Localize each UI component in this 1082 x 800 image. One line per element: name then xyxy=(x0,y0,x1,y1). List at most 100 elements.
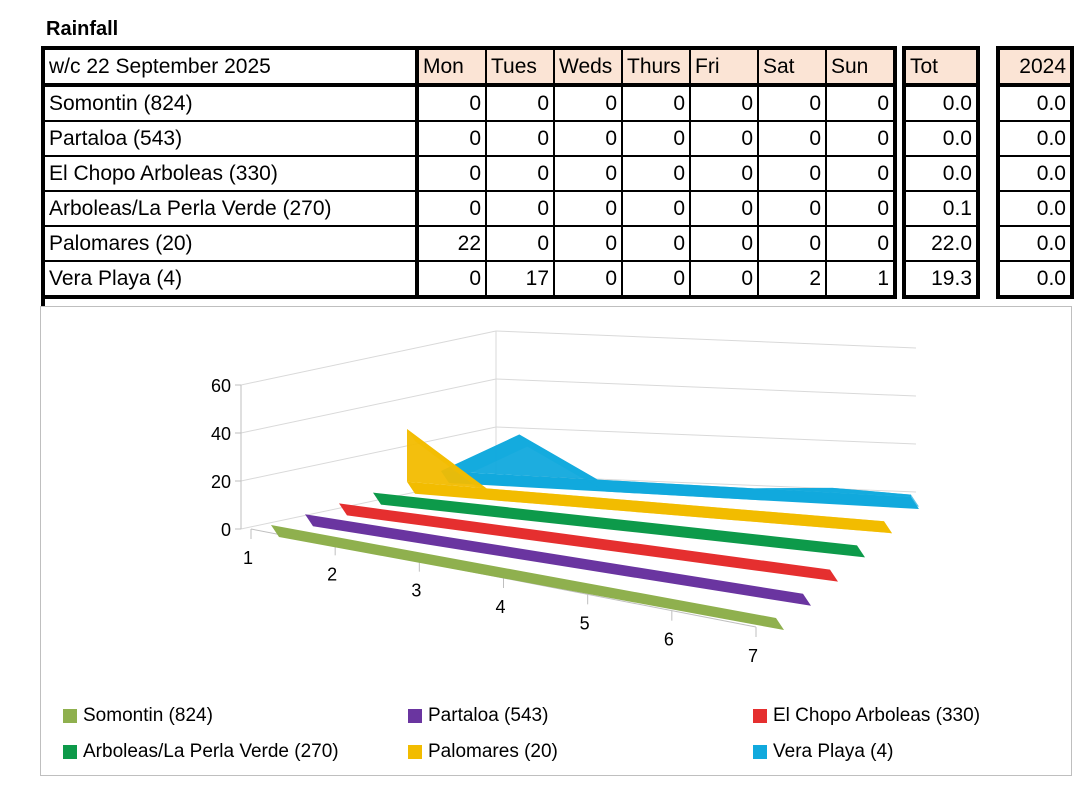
grid-line xyxy=(240,330,497,386)
rain-value: 0 xyxy=(621,260,691,299)
day-header: Sat xyxy=(757,46,827,87)
series-area-side xyxy=(441,434,919,507)
year-2024-value: 0.0 xyxy=(996,84,1074,122)
series-floor-band xyxy=(271,525,784,630)
station-name: Palomares (20) xyxy=(41,225,419,262)
station-name: Arboleas/La Perla Verde (270) xyxy=(41,190,419,227)
day-header: Mon xyxy=(416,46,487,87)
x-tick-label: 2 xyxy=(327,564,337,584)
chart-plot-area: 0 20 40 60 1 2 3 4 5 6 7 xyxy=(211,330,919,666)
legend-item: Partaloa (543) xyxy=(408,705,548,727)
rain-value: 0 xyxy=(757,120,827,157)
rain-value: 0 xyxy=(689,84,759,122)
table-row: Partaloa (543) 0 0 0 0 0 0 0 xyxy=(41,120,897,157)
grid-line xyxy=(240,426,497,482)
rain-value: 0 xyxy=(621,155,691,192)
rain-value: 0 xyxy=(485,120,555,157)
legend-swatch xyxy=(408,709,422,723)
year-header: 2024 xyxy=(996,46,1074,87)
year-2024-table: 2024 0.0 0.0 0.0 0.0 0.0 0.0 xyxy=(996,46,1074,299)
rain-value: 0 xyxy=(416,260,487,299)
x-tick-label: 6 xyxy=(664,630,674,650)
rain-value: 0 xyxy=(621,225,691,262)
total-table: Tot 0.0 0.0 0.0 0.1 22.0 19.3 xyxy=(902,46,980,299)
rain-value: 22 xyxy=(416,225,487,262)
legend-item: Arboleas/La Perla Verde (270) xyxy=(63,741,339,763)
legend-label: Palomares (20) xyxy=(428,741,558,762)
legend-label: Partaloa (543) xyxy=(428,705,549,726)
station-name: El Chopo Arboleas (330) xyxy=(41,155,419,192)
x-tick-label: 3 xyxy=(411,581,421,601)
rain-value: 0 xyxy=(689,155,759,192)
rainfall-chart: 0 20 40 60 1 2 3 4 5 6 7 Somontin (824) Partaloa (5… xyxy=(40,306,1072,776)
y-tick-label: 60 xyxy=(211,376,231,396)
table-row: Vera Playa (4) 0 17 0 0 0 2 1 xyxy=(41,260,897,299)
day-header: Tues xyxy=(485,46,555,87)
legend-swatch xyxy=(753,745,767,759)
total-value: 19.3 xyxy=(902,260,980,299)
legend-item: Vera Playa (4) xyxy=(753,741,893,763)
rain-value: 0 xyxy=(689,225,759,262)
rain-value: 0 xyxy=(416,120,487,157)
rain-value: 0 xyxy=(553,190,623,227)
rain-value: 0 xyxy=(825,155,897,192)
rain-value: 17 xyxy=(485,260,555,299)
rain-value: 0 xyxy=(825,84,897,122)
station-name: Somontin (824) xyxy=(41,84,419,122)
page-title: Rainfall xyxy=(46,18,119,40)
total-value: 0.0 xyxy=(902,155,980,192)
rain-value: 0 xyxy=(757,190,827,227)
legend-swatch xyxy=(63,709,77,723)
legend-swatch xyxy=(63,745,77,759)
year-2024-value: 0.0 xyxy=(996,155,1074,192)
year-2024-value: 0.0 xyxy=(996,225,1074,262)
rain-value: 0 xyxy=(485,225,555,262)
series-area-side xyxy=(407,429,892,534)
legend-swatch xyxy=(408,745,422,759)
legend-swatch xyxy=(753,709,767,723)
rain-value: 0 xyxy=(689,260,759,299)
rain-value: 0 xyxy=(416,155,487,192)
rain-value: 0 xyxy=(485,84,555,122)
rain-value: 0 xyxy=(621,120,691,157)
station-name: Vera Playa (4) xyxy=(41,260,419,299)
rain-value: 0 xyxy=(689,190,759,227)
week-label: w/c 22 September 2025 xyxy=(41,46,419,87)
series-floor-band xyxy=(305,514,811,606)
grid-line xyxy=(495,378,917,397)
grid-line xyxy=(495,330,917,349)
rainfall-table: w/c 22 September 2025 Mon Tues Weds Thurs Fri… xyxy=(41,46,897,299)
rain-value: 1 xyxy=(825,260,897,299)
y-tick-label: 20 xyxy=(211,472,231,492)
x-tick-label: 1 xyxy=(243,548,253,568)
rain-value: 0 xyxy=(485,155,555,192)
chart-legend: Somontin (824) Partaloa (543) El Chopo Arb… xyxy=(63,705,1063,769)
legend-label: Vera Playa (4) xyxy=(773,741,894,762)
legend-label: Somontin (824) xyxy=(83,705,213,726)
x-tick-label: 7 xyxy=(748,646,758,666)
rain-value: 0 xyxy=(621,84,691,122)
station-name: Partaloa (543) xyxy=(41,120,419,157)
rain-value: 0 xyxy=(553,84,623,122)
y-tick-label: 40 xyxy=(211,424,231,444)
table-row: Arboleas/La Perla Verde (270) 0 0 0 0 0 0 0 xyxy=(41,190,897,227)
total-value: 22.0 xyxy=(902,225,980,262)
rain-value: 0 xyxy=(553,120,623,157)
legend-item: Somontin (824) xyxy=(63,705,213,727)
rain-value: 0 xyxy=(757,155,827,192)
series-floor-band xyxy=(373,492,865,558)
legend-item: Palomares (20) xyxy=(408,741,558,763)
legend-label: Arboleas/La Perla Verde (270) xyxy=(83,741,339,762)
series-floor-band xyxy=(339,503,838,582)
legend-label: El Chopo Arboleas (330) xyxy=(773,705,981,726)
tot-header: Tot xyxy=(902,46,980,87)
rain-value: 0 xyxy=(757,84,827,122)
rain-value: 0 xyxy=(485,190,555,227)
rain-value: 0 xyxy=(416,190,487,227)
year-2024-value: 0.0 xyxy=(996,260,1074,299)
total-value: 0.0 xyxy=(902,120,980,157)
day-header: Fri xyxy=(689,46,759,87)
grid-line xyxy=(495,426,917,445)
rain-value: 2 xyxy=(757,260,827,299)
x-tick-label: 5 xyxy=(580,613,590,633)
